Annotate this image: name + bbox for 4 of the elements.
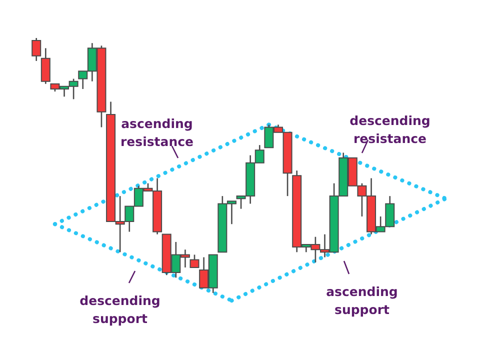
text: descending support bbox=[80, 293, 160, 326]
annotation: ascending resistance bbox=[120, 116, 194, 149]
annotation: descending resistance bbox=[350, 113, 430, 146]
annotation: ascending support bbox=[326, 284, 398, 317]
